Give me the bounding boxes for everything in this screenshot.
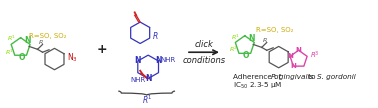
Text: NHR: NHR (130, 77, 146, 83)
Text: N: N (145, 74, 152, 83)
Text: O: O (243, 51, 249, 60)
Text: P. gingivalis: P. gingivalis (271, 74, 313, 80)
Text: N: N (155, 56, 162, 65)
Text: N: N (296, 47, 302, 53)
Text: R: R (153, 32, 158, 41)
Text: N: N (290, 63, 296, 69)
Text: R$^2$: R$^2$ (229, 45, 238, 54)
Text: NHR: NHR (161, 57, 176, 63)
Text: R=SO, SO₂: R=SO, SO₂ (29, 33, 66, 39)
Text: S. gordonii: S. gordonii (316, 74, 355, 80)
Text: O: O (19, 53, 25, 62)
Text: R$^1$: R$^1$ (5, 48, 14, 57)
Text: N$_3$: N$_3$ (67, 52, 78, 64)
Text: R: R (38, 40, 43, 45)
Text: conditions: conditions (182, 56, 226, 64)
Text: N: N (248, 34, 255, 43)
Text: N: N (287, 53, 293, 59)
Text: click: click (195, 40, 214, 49)
Text: Adherence of: Adherence of (233, 74, 283, 80)
Text: N: N (24, 36, 31, 45)
Text: to: to (305, 74, 317, 80)
Text: N: N (135, 56, 141, 65)
Text: IC$_{50}$ 2.3-5 μM: IC$_{50}$ 2.3-5 μM (233, 81, 282, 91)
Text: +: + (97, 43, 108, 56)
Text: R: R (263, 38, 267, 43)
Text: R$^3$: R$^3$ (310, 49, 319, 61)
Text: R$^1$: R$^1$ (141, 94, 152, 106)
Text: R=SO, SO₂: R=SO, SO₂ (256, 27, 293, 33)
Text: R$^1$: R$^1$ (7, 34, 16, 43)
Text: R$^1$: R$^1$ (231, 33, 240, 42)
